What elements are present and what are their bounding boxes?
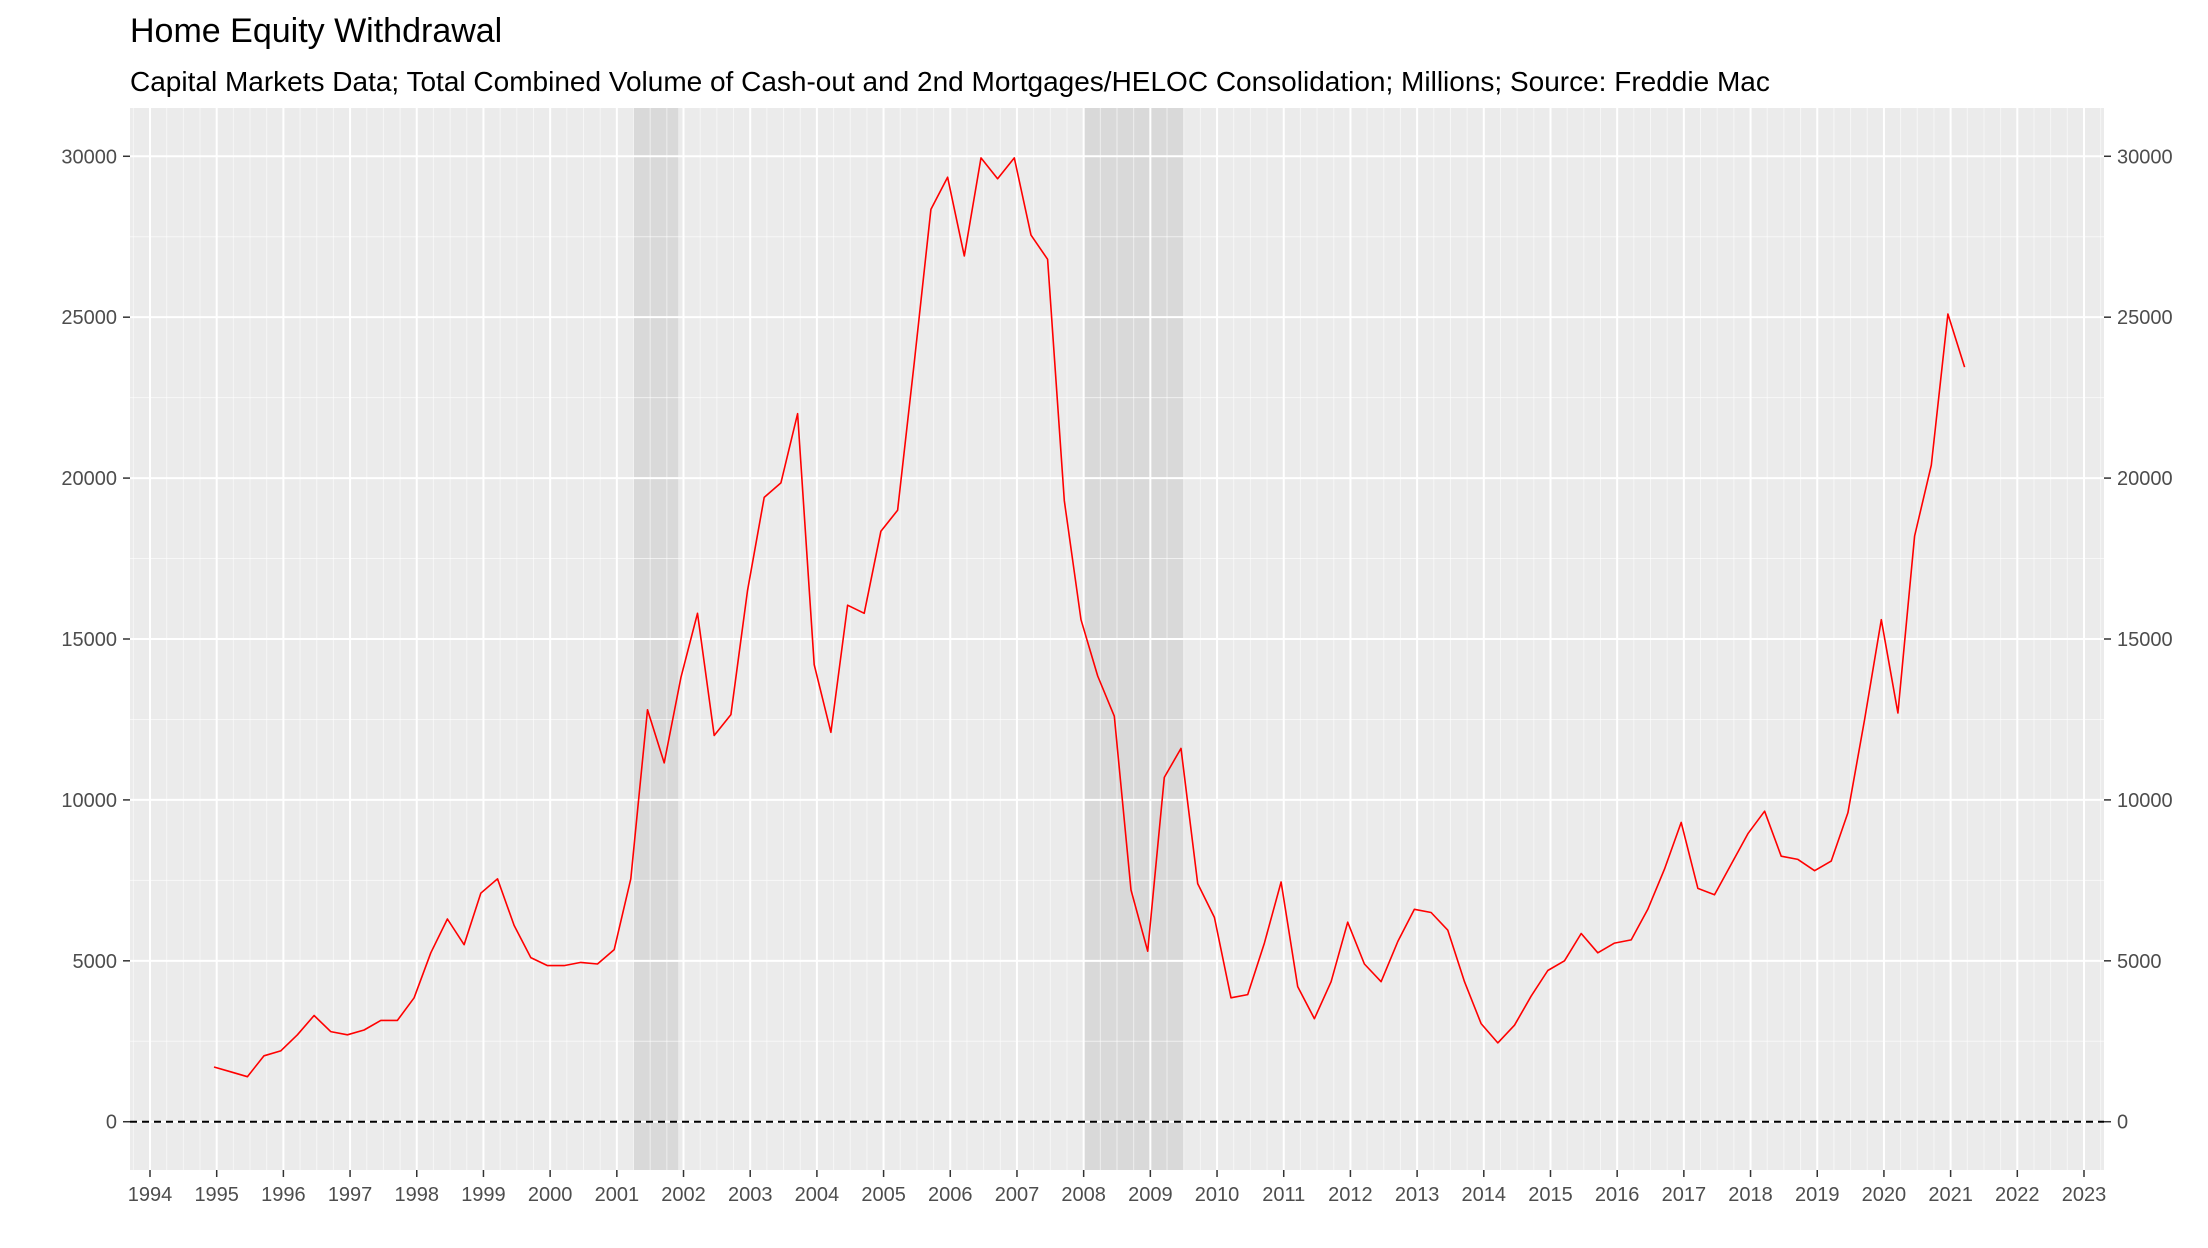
x-tick-label: 2021: [1928, 1184, 1973, 1206]
x-tick-label: 2006: [928, 1184, 973, 1206]
x-tick-label: 2019: [1795, 1184, 1840, 1206]
y-tick-label-right: 15000: [2117, 629, 2173, 651]
x-tick-label: 2002: [661, 1184, 706, 1206]
x-tick-label: 2008: [1061, 1184, 1106, 1206]
x-tick-label: 2010: [1195, 1184, 1240, 1206]
x-tick-label: 2023: [2062, 1184, 2107, 1206]
x-tick-label: 2000: [528, 1184, 573, 1206]
x-tick-label: 2022: [1995, 1184, 2040, 1206]
x-tick-label: 2016: [1595, 1184, 1640, 1206]
y-tick-label-right: 25000: [2117, 307, 2173, 329]
x-tick-label: 2015: [1528, 1184, 1573, 1206]
x-tick-label: 1998: [395, 1184, 440, 1206]
y-tick-label-right: 5000: [2117, 951, 2162, 973]
x-tick-label: 1997: [328, 1184, 373, 1206]
x-tick-label: 2014: [1462, 1184, 1507, 1206]
x-tick-label: 2020: [1862, 1184, 1907, 1206]
y-tick-label-left: 0: [106, 1112, 117, 1134]
x-tick-label: 2012: [1328, 1184, 1373, 1206]
y-tick-label-right: 0: [2117, 1112, 2128, 1134]
x-tick-label: 1994: [128, 1184, 173, 1206]
y-tick-label-left: 30000: [61, 146, 117, 168]
y-tick-label-right: 30000: [2117, 146, 2173, 168]
x-tick-label: 2018: [1728, 1184, 1773, 1206]
y-tick-label-right: 20000: [2117, 468, 2173, 490]
y-tick-label-right: 10000: [2117, 790, 2173, 812]
chart-subtitle: Capital Markets Data; Total Combined Vol…: [130, 66, 1770, 97]
y-tick-label-left: 20000: [61, 468, 117, 490]
y-tick-label-left: 15000: [61, 629, 117, 651]
x-tick-label: 2001: [595, 1184, 640, 1206]
y-tick-label-left: 10000: [61, 790, 117, 812]
x-tick-label: 1995: [194, 1184, 239, 1206]
y-tick-label-left: 5000: [73, 951, 118, 973]
x-tick-label: 1996: [261, 1184, 306, 1206]
y-tick-label-left: 25000: [61, 307, 117, 329]
plot-area: 0 0 5000 5000 10000 10000 15000 15000 20000 20000…: [61, 108, 2173, 1206]
x-tick-label: 2004: [795, 1184, 840, 1206]
series-line: [213, 157, 1966, 1078]
x-tick-label: 2013: [1395, 1184, 1440, 1206]
x-tick-label: 1999: [461, 1184, 506, 1206]
x-tick-label: 2011: [1262, 1184, 1305, 1206]
x-tick-label: 2009: [1128, 1184, 1173, 1206]
x-tick-label: 2005: [861, 1184, 906, 1206]
chart-title: Home Equity Withdrawal: [130, 12, 502, 50]
x-tick-label: 2007: [995, 1184, 1040, 1206]
x-tick-label: 2003: [728, 1184, 773, 1206]
x-tick-label: 2017: [1662, 1184, 1707, 1206]
